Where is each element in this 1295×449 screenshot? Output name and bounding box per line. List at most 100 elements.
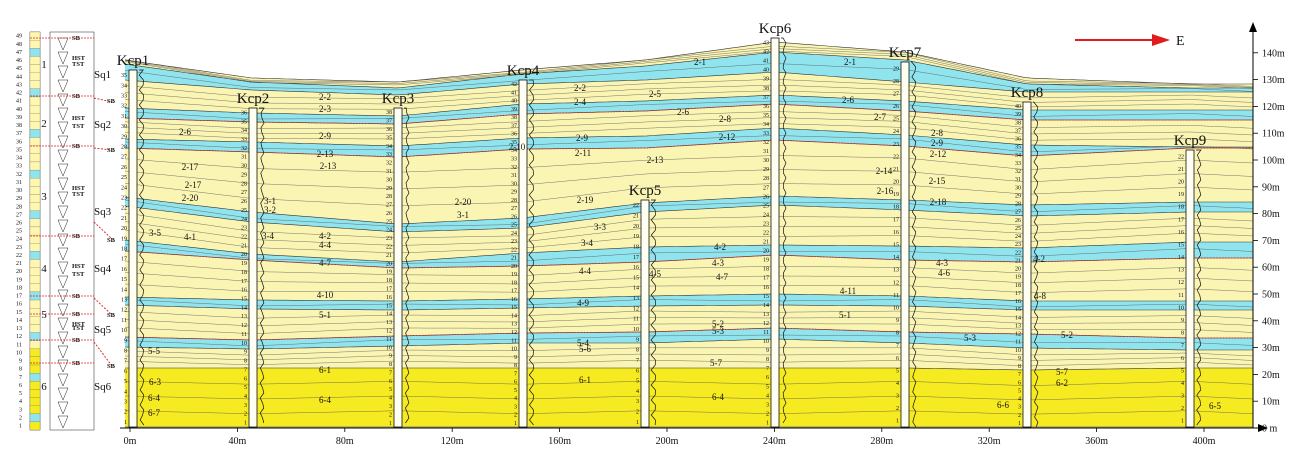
unit-label: 6-5: [1209, 401, 1221, 411]
column-bed: [29, 161, 41, 171]
bed-number: 20: [763, 249, 769, 255]
bed-number: 39: [763, 77, 769, 83]
sequence-label: Sq6: [94, 381, 112, 393]
system-tract-label: TST: [72, 61, 85, 68]
bed-number: 2: [766, 411, 769, 417]
column-bed: [29, 31, 41, 41]
bed-number: 19: [893, 192, 899, 198]
unit-label: 4-7: [716, 272, 728, 282]
unit-label: 2-2: [574, 83, 586, 93]
bed-number: 36: [241, 110, 247, 116]
column-bed-number: 23: [16, 245, 22, 251]
bed-number: 27: [1015, 210, 1021, 216]
sequence-label: Sq5: [94, 324, 112, 336]
bed-number: 25: [763, 203, 769, 209]
column-bed-number: 7: [19, 375, 22, 381]
bed-number: 27: [121, 155, 127, 161]
trend-triangle: [57, 233, 69, 247]
bed-number: 7: [514, 371, 517, 377]
bed-number: 11: [633, 317, 639, 323]
bed-number: 1: [636, 420, 639, 426]
column-bed: [29, 202, 41, 211]
trend-triangle: [57, 163, 69, 177]
system-tract-label: SB: [72, 311, 81, 318]
column-bed-number: 17: [16, 294, 22, 300]
bed-number: 31: [121, 114, 127, 120]
bed-number: 36: [386, 127, 392, 133]
column-bed: [29, 332, 41, 341]
bed-number: 21: [1178, 167, 1184, 173]
unit-label: 5-3: [964, 333, 976, 343]
bed-number: 19: [241, 261, 247, 267]
bed-number: 13: [893, 268, 899, 274]
column-bed-number: 26: [16, 221, 22, 227]
lithology-band: [125, 42, 1253, 88]
bed-number: 15: [1178, 242, 1184, 248]
bed-number: 41: [763, 59, 769, 65]
bed-number: 3: [514, 404, 517, 410]
bed-number: 14: [633, 286, 639, 292]
bed-number: 15: [121, 277, 127, 283]
column-bed-number: 24: [16, 237, 22, 243]
unit-label: 2-1: [694, 57, 706, 67]
bed-number: 21: [633, 214, 639, 220]
bed-boundary: [124, 334, 1254, 347]
system-tract-label: SB: [72, 337, 81, 344]
bed-number: 28: [386, 194, 392, 200]
bed-number: 21: [893, 167, 899, 173]
bed-number: 5: [124, 379, 127, 385]
bed-number: 7: [124, 359, 127, 365]
unit-label: 2-13: [647, 155, 664, 165]
bed-boundary: [124, 169, 1254, 190]
bed-number: 14: [1178, 255, 1184, 261]
bed-number: 36: [1015, 137, 1021, 143]
trend-triangle: [57, 247, 69, 261]
x-tick-label: 0m: [124, 436, 137, 447]
bed-number: 4: [636, 389, 639, 395]
bed-number: 9: [636, 337, 639, 343]
bed-number: 22: [511, 247, 517, 253]
bed-number: 27: [241, 190, 247, 196]
column-bed-number: 18: [16, 286, 22, 292]
axes: 0m 40m 80m 120m 160m 200m 240m 280m 320m 360m 400m…: [120, 22, 1285, 447]
unit-label: 2-10: [509, 142, 526, 152]
column-bed-number: 25: [16, 229, 22, 235]
bed-number: 8: [514, 363, 517, 369]
lithology-band: [125, 95, 1253, 124]
bed-boundary: [124, 94, 1253, 117]
well-name: Kcp7: [889, 45, 922, 61]
column-bed-number: 29: [16, 196, 22, 202]
bed-number: 37: [511, 123, 517, 129]
bed-number: 28: [511, 198, 517, 204]
column-bed-number: 1: [19, 424, 22, 430]
bed-number: 16: [386, 295, 392, 301]
sequence-boundary: [124, 327, 1253, 341]
bed-number: 27: [386, 203, 392, 209]
bed-number: 2: [896, 406, 899, 412]
unit-label: 2-6: [677, 107, 689, 117]
bed-number: 32: [121, 104, 127, 110]
unit-label: 6-3: [149, 377, 161, 387]
well-log-curve: [404, 107, 410, 424]
arrow-head: [1152, 34, 1170, 46]
bed-number: 29: [763, 167, 769, 173]
bed-number: 40: [763, 68, 769, 74]
column-bed-number: 46: [16, 58, 22, 64]
bed-number: 24: [121, 185, 127, 191]
column-bed: [29, 129, 41, 138]
sb-label: SB: [107, 312, 116, 319]
bed-number: 39: [511, 107, 517, 113]
lithology-band: [125, 328, 1253, 350]
bed-number: 18: [763, 267, 769, 273]
bed-number: 2: [124, 410, 127, 416]
bed-number: 5: [244, 385, 247, 391]
bed-number: 31: [241, 155, 247, 161]
bed-number: 1: [244, 421, 247, 427]
well-column: [1185, 149, 1195, 428]
bed-number: 21: [241, 243, 247, 249]
trend-triangle: [57, 51, 69, 65]
bed-number: 4: [896, 381, 899, 387]
bed-number: 28: [763, 176, 769, 182]
bed-boundary: [124, 117, 1254, 136]
